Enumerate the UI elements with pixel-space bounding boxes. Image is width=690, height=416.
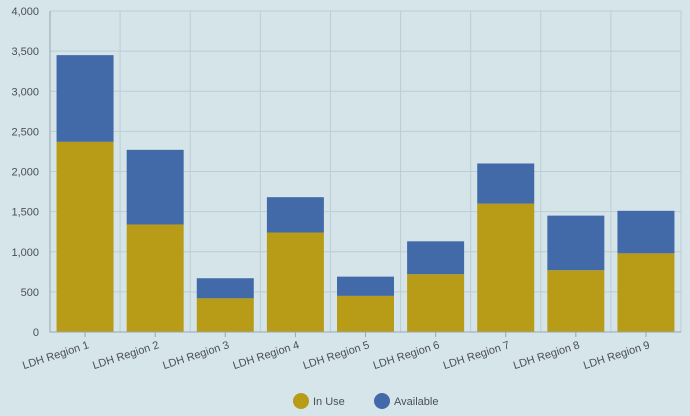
bar-available-4 (266, 197, 324, 233)
legend-swatch-in-use[interactable] (293, 393, 309, 409)
y-tick-label: 3,500 (11, 46, 39, 58)
bar-available-2 (126, 149, 184, 225)
bars (56, 55, 675, 332)
y-tick-label: 1,500 (11, 207, 39, 219)
bar-available-8 (547, 215, 605, 271)
bar-available-3 (196, 278, 254, 299)
bar-in-use-8 (547, 270, 605, 332)
y-tick-label: 4,000 (11, 6, 39, 18)
y-tick-label: 1,000 (11, 247, 39, 259)
bar-available-9 (617, 210, 675, 254)
bar-available-5 (337, 276, 394, 296)
x-tick-label: LDH Region 8 (512, 339, 581, 372)
legend-label-available[interactable]: Available (394, 396, 438, 408)
x-tick-label: LDH Region 1 (21, 339, 90, 372)
bar-available-6 (407, 241, 465, 275)
legend-label-in-use[interactable]: In Use (313, 396, 345, 408)
legend-swatch-available[interactable] (374, 393, 390, 409)
y-axis: 0 500 1,000 1,500 2,000 2,500 3,000 3,500 4,000 (11, 6, 51, 339)
x-tick-label: LDH Region 6 (372, 339, 441, 372)
bar-in-use-6 (407, 274, 465, 332)
y-tick-label: 2,500 (11, 126, 39, 138)
y-tick-label: 2,000 (11, 167, 39, 179)
x-tick-label: LDH Region 3 (161, 339, 230, 372)
x-tick-label: LDH Region 5 (302, 339, 371, 372)
y-tick-label: 3,000 (11, 86, 39, 98)
x-tick-label: LDH Region 2 (91, 339, 160, 372)
x-tick-label: LDH Region 7 (442, 339, 511, 372)
x-tick-label: LDH Region 9 (582, 339, 651, 372)
bar-available-7 (477, 163, 535, 204)
y-tick-label: 0 (33, 327, 39, 339)
bar-in-use-5 (337, 295, 394, 332)
y-tick-label: 500 (21, 287, 39, 299)
bar-in-use-3 (196, 298, 254, 332)
bar-in-use-9 (617, 253, 675, 332)
bar-in-use-4 (266, 232, 324, 332)
bar-in-use-7 (477, 203, 535, 332)
bar-in-use-2 (126, 224, 184, 332)
bar-in-use-1 (56, 141, 114, 332)
bar-available-1 (56, 55, 114, 142)
x-axis: LDH Region 1 LDH Region 2 LDH Region 3 LDH … (21, 331, 681, 372)
x-tick-label: LDH Region 4 (231, 339, 300, 372)
legend[interactable]: In Use Available (293, 393, 438, 409)
